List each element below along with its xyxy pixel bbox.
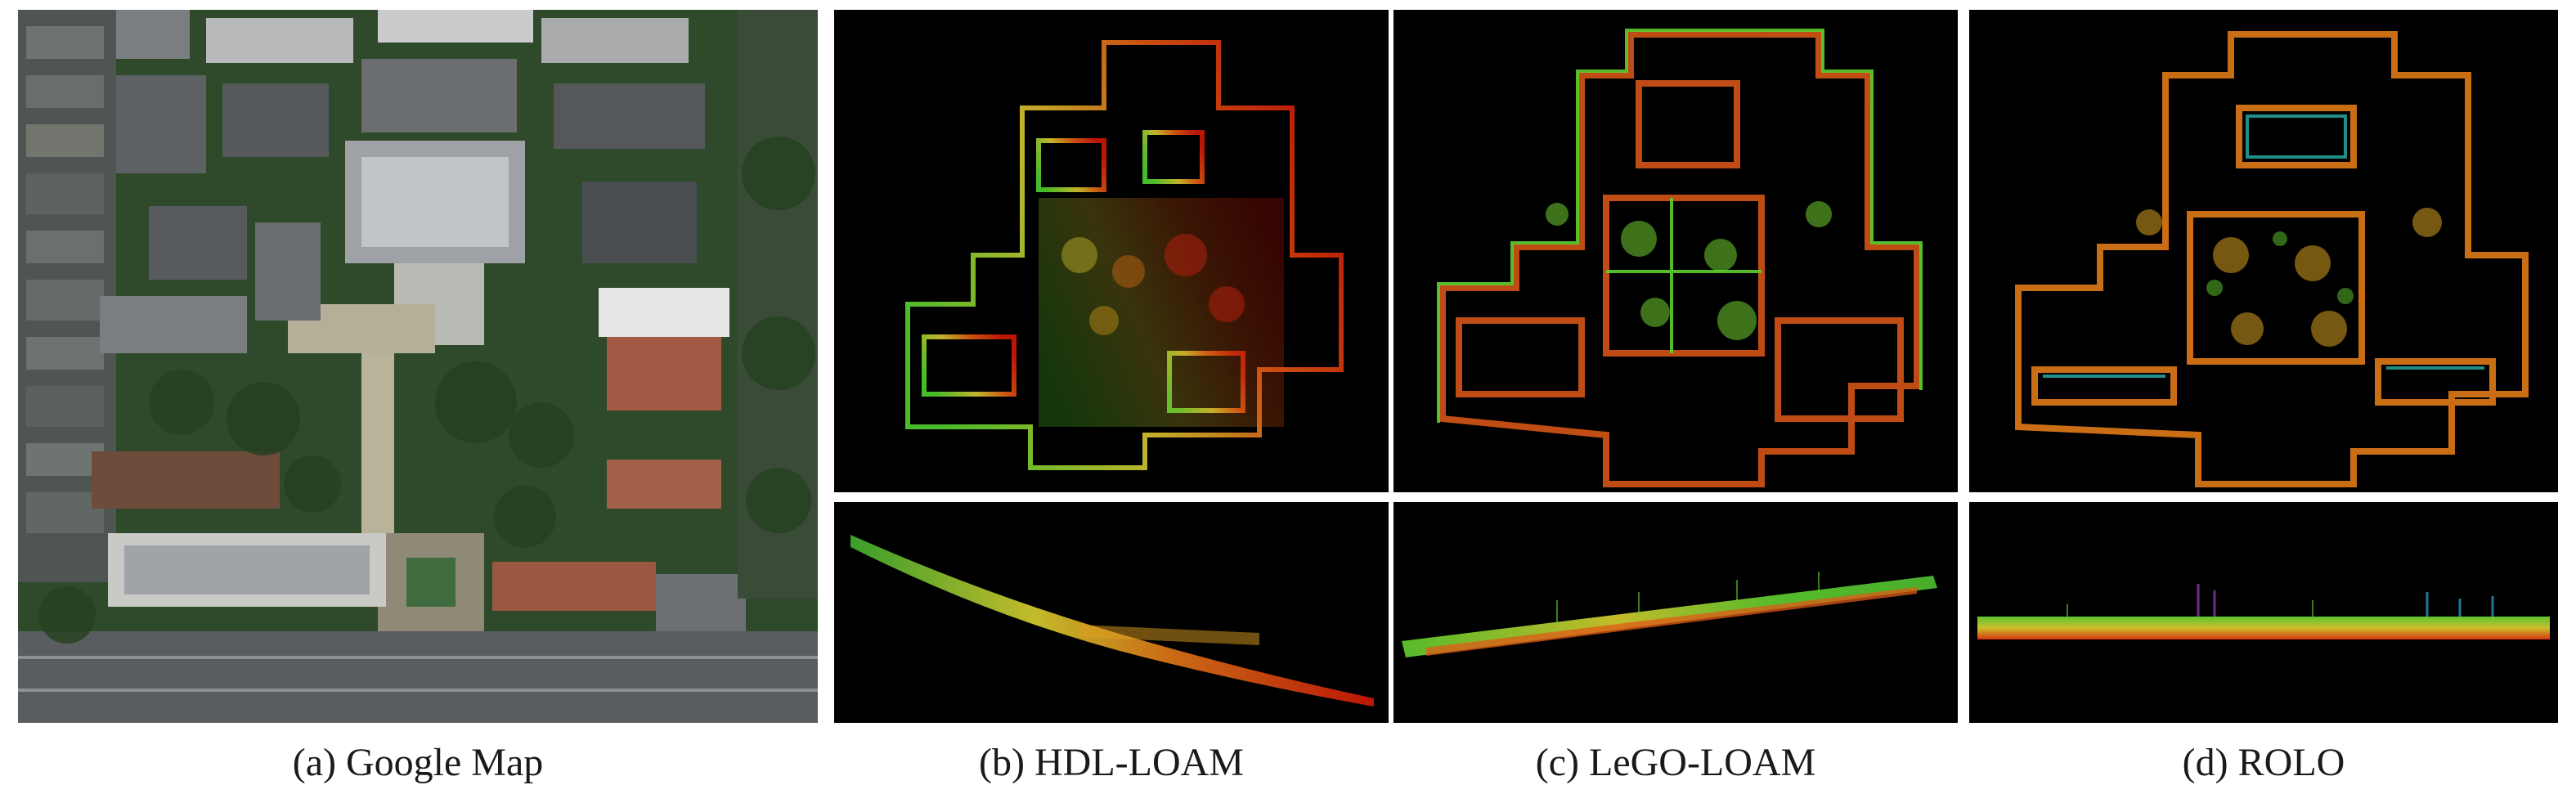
caption-google-map: (a) Google Map xyxy=(292,741,544,784)
rolo-top-view-point-cloud xyxy=(1969,10,2558,492)
lego-loam-side-view-point-cloud xyxy=(1393,502,1958,723)
google-map-satellite-image xyxy=(18,10,818,723)
hdl-loam-top-view-point-cloud xyxy=(834,10,1389,492)
caption-hdl-loam: (b) HDL-LOAM xyxy=(979,741,1244,784)
rolo-side-view-point-cloud xyxy=(1969,502,2558,723)
caption-rolo: (d) ROLO xyxy=(2182,741,2345,784)
caption-lego-loam: (c) LeGO-LOAM xyxy=(1535,741,1816,784)
lego-loam-top-view-point-cloud xyxy=(1393,10,1958,492)
hdl-loam-side-view-point-cloud xyxy=(834,502,1389,723)
